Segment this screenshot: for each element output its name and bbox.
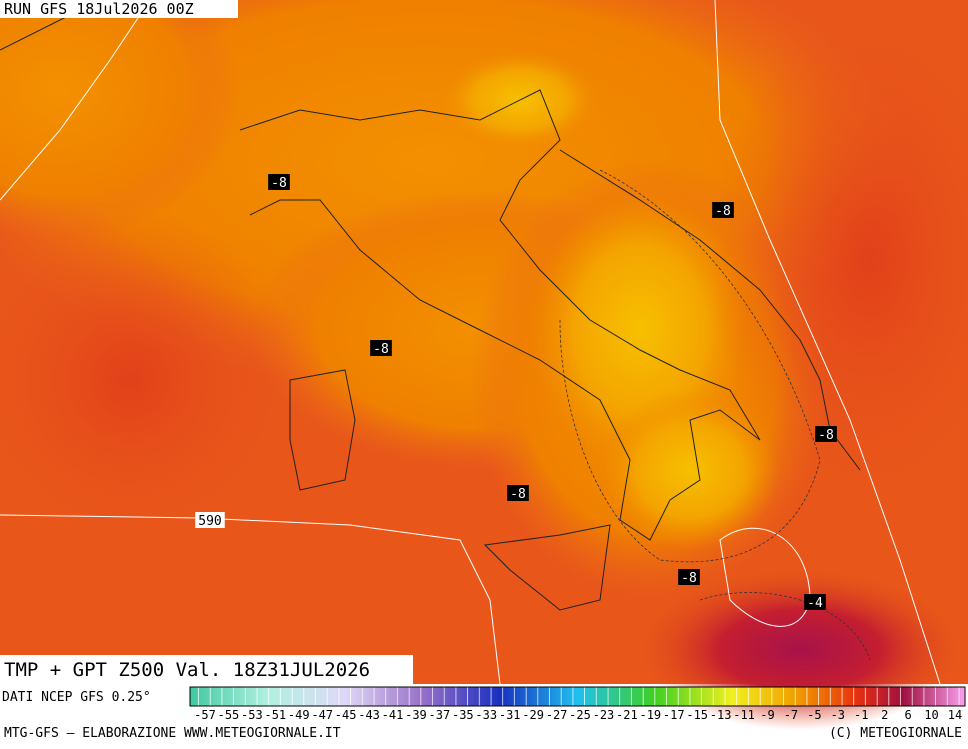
colorbar-label: -31 bbox=[499, 708, 521, 722]
colorbar-label: 10 bbox=[924, 708, 938, 722]
colorbar-label: -11 bbox=[733, 708, 755, 722]
colorbar-label: -51 bbox=[264, 708, 286, 722]
contour-label-box bbox=[712, 202, 734, 218]
contour-label: -4 bbox=[804, 594, 826, 611]
contour-label-text: -4 bbox=[807, 596, 823, 611]
colorbar-label: -1 bbox=[854, 708, 868, 722]
colorbar-label: -23 bbox=[593, 708, 615, 722]
contour-label: -8 bbox=[678, 569, 700, 586]
colorbar-label: -47 bbox=[311, 708, 333, 722]
colorbar-label: -53 bbox=[241, 708, 263, 722]
run-label: RUN GFS 18Jul2026 00Z bbox=[4, 0, 194, 18]
colorbar-label: -41 bbox=[382, 708, 404, 722]
contour-label-box bbox=[268, 174, 290, 190]
contour-label-text: -8 bbox=[510, 487, 526, 502]
colorbar-label: -45 bbox=[335, 708, 357, 722]
contour-label-box bbox=[678, 569, 700, 585]
colorbar-label: -5 bbox=[807, 708, 821, 722]
colorbar-label: -17 bbox=[663, 708, 685, 722]
colorbar-label: -49 bbox=[288, 708, 310, 722]
contour-label-text: -8 bbox=[715, 204, 731, 219]
colorbar-label: -55 bbox=[218, 708, 240, 722]
colorbar-label: -3 bbox=[831, 708, 845, 722]
colorbar-label: 14 bbox=[948, 708, 962, 722]
colorbar-label: -19 bbox=[639, 708, 661, 722]
footer-left: MTG-GFS — ELABORAZIONE WWW.METEOGIORNALE… bbox=[4, 726, 341, 741]
colorbar-label: -27 bbox=[546, 708, 568, 722]
colorbar-label: -35 bbox=[452, 708, 474, 722]
contour-label-box bbox=[507, 485, 529, 501]
colorbar-label: -39 bbox=[405, 708, 427, 722]
contour-label: -8 bbox=[507, 485, 529, 502]
run-box bbox=[0, 0, 238, 18]
contour-label-text: -8 bbox=[373, 342, 389, 357]
colorbar-label: -15 bbox=[686, 708, 708, 722]
colorbar-label: -43 bbox=[358, 708, 380, 722]
contour-label-box bbox=[370, 340, 392, 356]
colorbar-label: 2 bbox=[881, 708, 888, 722]
colorbar-label: -21 bbox=[616, 708, 638, 722]
contour-label: -8 bbox=[268, 174, 290, 191]
colorbar-label: 6 bbox=[905, 708, 912, 722]
contour-label-text: -8 bbox=[681, 571, 697, 586]
contour-label-text: -8 bbox=[818, 428, 834, 443]
colorbar-label: -57 bbox=[194, 708, 216, 722]
contour-label-box bbox=[804, 594, 826, 610]
contour-label: -8 bbox=[370, 340, 392, 357]
colorbar-label: -7 bbox=[784, 708, 798, 722]
colorbar-label: -13 bbox=[710, 708, 732, 722]
colorbar-label: -33 bbox=[475, 708, 497, 722]
colorbar-label: -25 bbox=[569, 708, 591, 722]
contour-label: 590 bbox=[195, 512, 225, 529]
colorbar-label: -37 bbox=[429, 708, 451, 722]
contour-label-box bbox=[195, 512, 225, 528]
map bbox=[0, 0, 968, 730]
colorbar bbox=[189, 686, 966, 707]
colorbar-label: -9 bbox=[760, 708, 774, 722]
contour-label-text: -8 bbox=[271, 176, 287, 191]
contour-label-text: 590 bbox=[198, 514, 221, 529]
colorbar-label: -29 bbox=[522, 708, 544, 722]
contour-label: -8 bbox=[815, 426, 837, 443]
map-title: TMP + GPT Z500 Val. 18Z31JUL2026 bbox=[4, 659, 370, 681]
source-label: DATI NCEP GFS 0.25° bbox=[2, 690, 151, 705]
contour-label: -8 bbox=[712, 202, 734, 219]
contour-label-box bbox=[815, 426, 837, 442]
footer-right: (C) METEOGIORNALE bbox=[829, 726, 962, 741]
title-box bbox=[0, 655, 413, 684]
